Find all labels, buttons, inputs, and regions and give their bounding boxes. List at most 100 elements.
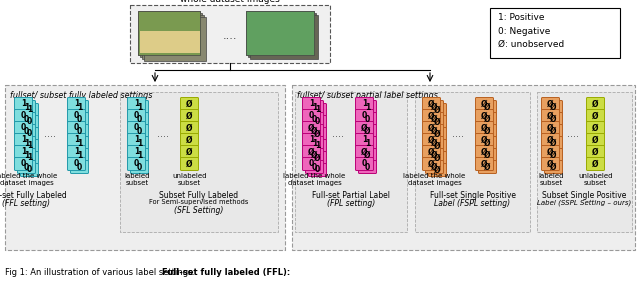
Text: ....: .... xyxy=(44,129,56,139)
FancyBboxPatch shape xyxy=(426,160,444,173)
FancyBboxPatch shape xyxy=(422,134,440,147)
Text: Ø: Ø xyxy=(308,147,315,156)
FancyBboxPatch shape xyxy=(545,101,563,113)
FancyBboxPatch shape xyxy=(15,134,33,147)
Text: (FFL setting): (FFL setting) xyxy=(3,199,51,208)
Text: 1: 1 xyxy=(309,99,314,109)
FancyBboxPatch shape xyxy=(127,145,145,158)
Text: Ø: Ø xyxy=(428,99,435,109)
FancyBboxPatch shape xyxy=(308,115,326,128)
Text: 1: 1 xyxy=(134,147,139,156)
Text: Ø: Ø xyxy=(547,124,554,132)
Text: Ø: Ø xyxy=(484,151,491,160)
Text: 1: Positive: 1: Positive xyxy=(498,14,545,22)
Text: Ø: Ø xyxy=(481,135,488,145)
FancyBboxPatch shape xyxy=(429,115,447,128)
FancyBboxPatch shape xyxy=(67,109,86,122)
Text: ....: .... xyxy=(157,129,169,139)
FancyBboxPatch shape xyxy=(545,149,563,162)
Text: 1: 1 xyxy=(315,141,320,151)
Bar xyxy=(130,5,330,63)
FancyBboxPatch shape xyxy=(358,137,376,149)
FancyBboxPatch shape xyxy=(131,113,148,126)
FancyBboxPatch shape xyxy=(479,137,497,149)
Text: Ø: Ø xyxy=(435,154,441,162)
Text: ....: .... xyxy=(452,129,464,139)
Text: Ø: Ø xyxy=(547,147,554,156)
FancyBboxPatch shape xyxy=(127,158,145,170)
Bar xyxy=(246,11,314,55)
Text: Ø: Ø xyxy=(431,151,438,160)
FancyBboxPatch shape xyxy=(476,122,493,134)
FancyBboxPatch shape xyxy=(426,101,444,113)
Text: 0: 0 xyxy=(27,166,32,175)
Text: 0: 0 xyxy=(362,160,367,168)
Text: labeled: labeled xyxy=(539,173,564,179)
FancyBboxPatch shape xyxy=(180,158,198,170)
FancyBboxPatch shape xyxy=(358,124,376,137)
Text: Ø: Ø xyxy=(550,162,557,171)
Text: unlabeled: unlabeled xyxy=(579,173,612,179)
Text: 1: 1 xyxy=(77,139,82,147)
Text: Ø: Ø xyxy=(431,139,438,147)
Text: 0: 0 xyxy=(134,124,139,132)
FancyBboxPatch shape xyxy=(422,109,440,122)
Text: dataset images: dataset images xyxy=(287,180,341,186)
FancyBboxPatch shape xyxy=(479,113,497,126)
Text: 1: 1 xyxy=(27,105,32,115)
FancyBboxPatch shape xyxy=(308,139,326,153)
Text: 1: 1 xyxy=(134,99,139,109)
FancyBboxPatch shape xyxy=(476,109,493,122)
Text: ....: .... xyxy=(567,129,579,139)
FancyBboxPatch shape xyxy=(355,122,374,134)
Text: 1: 1 xyxy=(312,103,317,111)
Text: 0: 0 xyxy=(312,115,317,124)
Bar xyxy=(292,85,635,250)
Text: Ø: Ø xyxy=(592,99,599,109)
Bar xyxy=(415,92,530,232)
FancyBboxPatch shape xyxy=(305,149,323,162)
Text: dataset images: dataset images xyxy=(0,180,53,186)
Text: 0: 0 xyxy=(21,111,26,120)
FancyBboxPatch shape xyxy=(70,160,88,173)
FancyBboxPatch shape xyxy=(541,122,559,134)
FancyBboxPatch shape xyxy=(17,137,35,149)
Bar xyxy=(537,92,632,232)
FancyBboxPatch shape xyxy=(17,124,35,137)
FancyBboxPatch shape xyxy=(476,158,493,170)
Text: Ø: Ø xyxy=(186,160,193,168)
Text: subset: subset xyxy=(178,180,201,186)
FancyBboxPatch shape xyxy=(429,128,447,141)
FancyBboxPatch shape xyxy=(426,124,444,137)
FancyBboxPatch shape xyxy=(180,145,198,158)
Bar xyxy=(246,11,314,55)
Text: 1: 1 xyxy=(24,151,29,160)
FancyBboxPatch shape xyxy=(70,124,88,137)
Text: labeled: labeled xyxy=(125,173,150,179)
FancyBboxPatch shape xyxy=(426,113,444,126)
Text: Subset Single Positive: Subset Single Positive xyxy=(542,191,627,200)
Text: Full-set Partial Label: Full-set Partial Label xyxy=(312,191,390,200)
FancyBboxPatch shape xyxy=(131,124,148,137)
FancyBboxPatch shape xyxy=(17,149,35,162)
Text: Ø: Ø xyxy=(428,124,435,132)
FancyBboxPatch shape xyxy=(70,101,88,113)
FancyBboxPatch shape xyxy=(422,98,440,111)
FancyBboxPatch shape xyxy=(355,134,374,147)
Text: subset: subset xyxy=(126,180,149,186)
Bar xyxy=(140,13,202,57)
Text: Ø: Ø xyxy=(592,147,599,156)
Bar xyxy=(250,15,318,59)
Text: Ø: Ø xyxy=(364,151,371,160)
Text: Ø: Ø xyxy=(431,115,438,124)
FancyBboxPatch shape xyxy=(70,137,88,149)
Text: 1: 1 xyxy=(74,135,79,145)
FancyBboxPatch shape xyxy=(586,109,605,122)
Text: 1: 1 xyxy=(21,135,26,145)
FancyBboxPatch shape xyxy=(127,122,145,134)
FancyBboxPatch shape xyxy=(303,158,321,170)
FancyBboxPatch shape xyxy=(355,158,374,170)
FancyBboxPatch shape xyxy=(67,145,86,158)
FancyBboxPatch shape xyxy=(308,128,326,141)
FancyBboxPatch shape xyxy=(586,145,605,158)
